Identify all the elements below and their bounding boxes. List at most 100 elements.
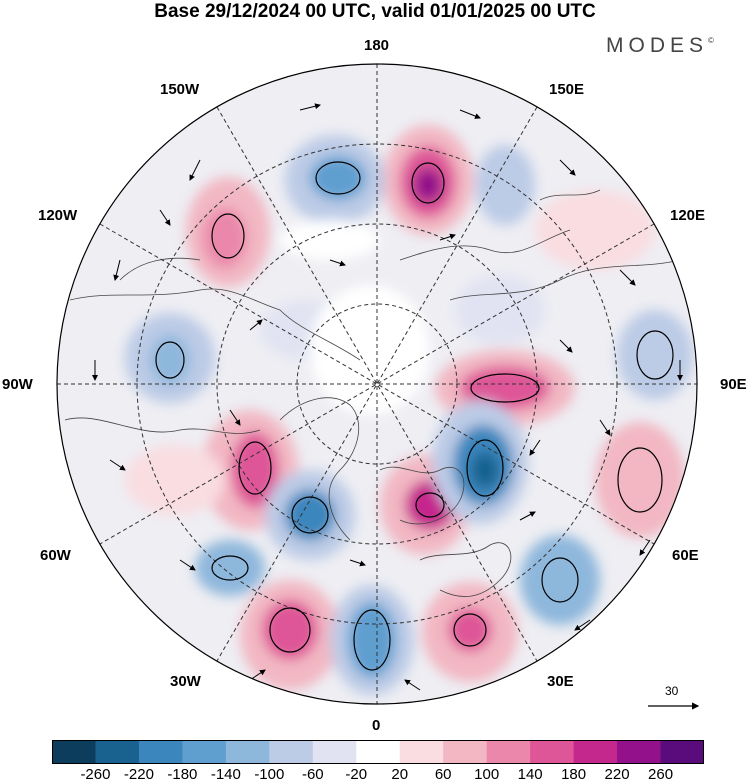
colorbar-tick-label: -140 [210, 766, 241, 783]
colorbar-segment [399, 740, 444, 764]
wind-vector [529, 439, 541, 456]
colorbar-tick-label: 180 [561, 766, 587, 783]
colorbar-tick-label: 100 [474, 766, 500, 783]
colorbar-tick-label: 260 [648, 766, 674, 783]
colorbar-tick-label: -60 [301, 766, 324, 783]
wind-vectors [92, 103, 683, 691]
meridian [216, 106, 538, 662]
colorbar-segment [95, 740, 140, 764]
wind-vector [439, 233, 456, 241]
colorbar-tick-label: -260 [80, 766, 111, 783]
wind-vector [349, 559, 366, 567]
contour-loop [617, 447, 663, 513]
contour-loop [315, 161, 361, 195]
anomaly-neutral [310, 285, 430, 415]
colorbar-labels: -260 -220 -180 -140 -100 -60 -20 20 60 100 140 180 2… [0, 767, 750, 783]
contour-loop [466, 439, 504, 497]
anomaly-neutral [280, 220, 380, 260]
contour-loop [353, 609, 391, 671]
colorbar-tick-label: -100 [254, 766, 285, 783]
wind-vector [639, 539, 651, 556]
meridian [99, 223, 655, 545]
colorbar-segment [312, 740, 357, 764]
anomaly-negative [348, 602, 396, 678]
contour-loop [470, 373, 540, 403]
wind-vector [599, 419, 611, 436]
map-title: Base 29/12/2024 00 UTC, valid 01/01/2025… [154, 1, 596, 22]
contour-loop [291, 496, 329, 534]
colorbar-segment [443, 740, 488, 764]
lon-label-0: 0 [372, 717, 381, 734]
colorbar-segment [52, 740, 96, 764]
lon-label-180: 180 [364, 37, 390, 54]
wind-vector [109, 459, 126, 471]
modes-logo: MODES© [606, 34, 714, 58]
colorbar-segment [660, 740, 704, 764]
contour-loop [411, 162, 445, 204]
colorbar-tick-label: 220 [604, 766, 630, 783]
colorbar-segment [138, 740, 183, 764]
colorbar-tick-label: 20 [391, 766, 409, 783]
colorbar-tick-label: -20 [345, 766, 368, 783]
lon-label-90w: 90W [2, 376, 33, 393]
contour-loop [269, 607, 311, 653]
anomaly-negative [475, 145, 535, 225]
meridian [99, 223, 655, 545]
colorbar-tick-label: -180 [167, 766, 198, 783]
colorbar-segment [530, 740, 575, 764]
wind-vector [159, 209, 171, 226]
wind-vector [249, 319, 263, 331]
colorbar-tick-label: 60 [434, 766, 452, 783]
wind-vector [574, 619, 591, 631]
wind-vector [189, 159, 201, 181]
lon-label-30w: 30W [170, 673, 201, 690]
colorbar-segment [356, 740, 401, 764]
map-border [56, 63, 698, 705]
colorbar-border [52, 740, 704, 764]
wind-vector [299, 103, 321, 111]
colorbar-tick-label: 140 [517, 766, 543, 783]
anomaly-negative [455, 275, 545, 345]
brand-name: MODES [606, 34, 709, 57]
lon-label-120e: 120E [670, 207, 706, 224]
lon-label-30e: 30E [547, 673, 574, 690]
contour-loop [636, 330, 674, 380]
wind-vector [404, 679, 421, 691]
colorbar-tick-label: -220 [123, 766, 154, 783]
wind-vector [229, 409, 241, 426]
colorbar-segment [573, 740, 618, 764]
contour-loop [211, 213, 245, 259]
lon-label-90e: 90E [720, 376, 747, 393]
anomaly-negative [471, 452, 499, 488]
wind-vector [619, 269, 636, 286]
brand-mark: © [708, 36, 714, 45]
wind-vector [179, 559, 196, 571]
lon-label-60w: 60W [40, 547, 71, 564]
contour-loop [211, 555, 249, 581]
reference-vector-label: 30 [665, 684, 679, 698]
colorbar-segment [486, 740, 531, 764]
colorbar-segment [617, 740, 662, 764]
wind-vector [113, 259, 121, 281]
lon-label-150e: 150E [549, 81, 585, 98]
anomaly-negative [617, 310, 693, 400]
circulation-contours [155, 161, 674, 671]
anomaly-positive [595, 422, 685, 538]
lon-label-150w: 150W [160, 81, 200, 98]
colorbar [52, 740, 704, 764]
wind-vector [459, 109, 481, 119]
meridian [216, 106, 538, 662]
wind-vector [559, 159, 576, 176]
anomaly-positive [414, 168, 442, 202]
colorbar-segment [182, 740, 227, 764]
anomaly-field [125, 125, 693, 695]
contour-loop [155, 341, 185, 379]
wind-vector [519, 511, 536, 521]
contour-loop [453, 613, 487, 647]
contour-loop [541, 557, 579, 603]
anomaly-negative [520, 535, 600, 625]
contour-loop [415, 492, 445, 518]
coastlines [64, 189, 681, 597]
wind-vector [329, 259, 346, 267]
